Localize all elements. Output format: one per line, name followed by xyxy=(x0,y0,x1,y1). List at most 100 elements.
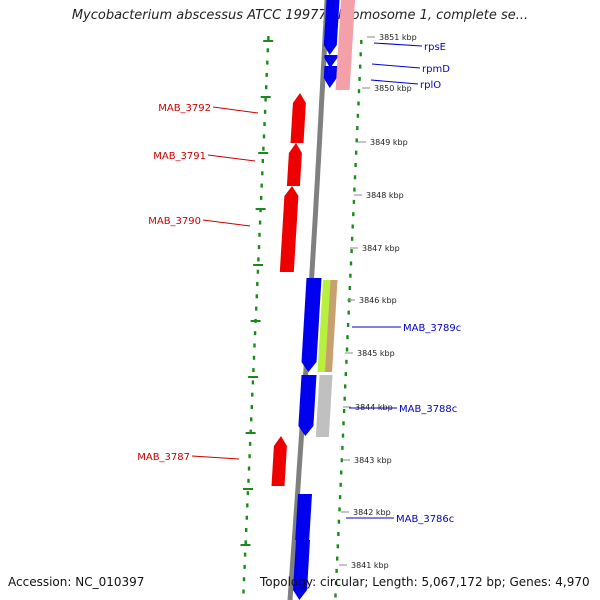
outer-major-tick xyxy=(263,40,274,42)
inner-tick-dot xyxy=(352,199,356,204)
inner-tick-dot xyxy=(349,273,352,278)
forward-gene-label: rplO xyxy=(420,80,441,91)
inner-tick-dot xyxy=(349,261,353,266)
outer-tick-dot xyxy=(249,429,252,434)
outer-tick-dot xyxy=(250,405,253,409)
outer-tick-dot xyxy=(251,392,254,397)
outer-tick-dot xyxy=(262,146,265,151)
inner-tick-dot xyxy=(344,384,347,389)
reverse-gene-label: MAB_3790 xyxy=(148,216,201,227)
outer-tick-dot xyxy=(264,97,267,102)
scale-label: 3845 kbp xyxy=(357,349,395,358)
outer-major-tick xyxy=(258,152,269,154)
outer-tick-dot xyxy=(261,171,264,176)
outer-tick-dot xyxy=(253,343,256,348)
inner-tick-dot xyxy=(346,335,349,340)
outer-tick-dot xyxy=(248,454,251,459)
scale-label: 3846 kbp xyxy=(359,296,397,305)
gene-lower xyxy=(293,540,310,600)
outer-tick-dot xyxy=(251,380,255,385)
outer-major-tick xyxy=(250,320,261,322)
inner-tick-dot xyxy=(359,64,362,69)
forward-label-line xyxy=(373,42,423,47)
reverse-label-line xyxy=(202,219,251,227)
gene-label-lines xyxy=(191,42,423,519)
outer-tick-dot xyxy=(263,109,267,114)
outer-tick-dot xyxy=(242,577,246,582)
scale-label: 3842 kbp xyxy=(353,508,391,517)
inner-tick-dot xyxy=(338,507,341,512)
outer-tick-dot xyxy=(260,183,263,188)
outer-tick-dot xyxy=(257,245,261,250)
outer-tick-dot xyxy=(255,306,258,311)
inner-tick-dot xyxy=(353,175,357,180)
inner-tick-dot xyxy=(335,568,338,573)
gray-feature xyxy=(315,375,333,437)
inner-tick-dot xyxy=(341,445,344,450)
gene-MAB_3786c xyxy=(295,494,312,540)
inner-tick-dot xyxy=(350,236,354,241)
inner-tick-dot xyxy=(342,421,345,426)
reverse-label-line xyxy=(191,455,240,460)
lime-feature xyxy=(317,280,331,372)
inner-tick-dot xyxy=(336,544,339,549)
inner-tick-dot xyxy=(353,187,356,192)
outer-tick-dot xyxy=(266,60,269,65)
inner-tick-dot xyxy=(337,532,340,536)
scale-label: 3851 kbp xyxy=(379,33,417,42)
inner-tick-dot xyxy=(356,113,360,118)
outer-tick-dot xyxy=(265,72,268,77)
outer-tick-dot xyxy=(245,515,248,520)
inner-tick-dot xyxy=(341,433,345,438)
gene-MAB_3788c xyxy=(298,375,317,436)
reverse-label-line xyxy=(212,106,259,114)
inner-tick-dot xyxy=(345,359,348,364)
outer-tick-dot xyxy=(244,540,247,545)
forward-label-line xyxy=(370,79,419,85)
inner-tick-dot xyxy=(346,322,350,327)
forward-gene-label: MAB_3789c xyxy=(403,323,461,334)
outer-tick-dot xyxy=(258,220,262,225)
scale-label: 3841 kbp xyxy=(351,561,389,570)
outer-tick-dot xyxy=(260,195,263,200)
reverse-gene-label: MAB_3787 xyxy=(137,452,190,463)
gene-MAB_3792 xyxy=(290,93,306,143)
inner-tick-dot xyxy=(348,286,351,290)
outer-tick-dot xyxy=(259,208,262,213)
outer-major-tick xyxy=(240,544,251,546)
gene-labels: rpsE rpmD rplO MAB_3789c MAB_3788c MAB_3786c M… xyxy=(137,42,461,525)
scale-label: 3849 kbp xyxy=(370,138,408,147)
outer-tick-dot xyxy=(242,589,245,594)
scale-label: 3847 kbp xyxy=(362,244,400,253)
outer-major-tick xyxy=(253,264,264,266)
inner-tick-dot xyxy=(338,495,342,500)
inner-tick-dot xyxy=(339,482,342,487)
outer-major-tick xyxy=(255,208,266,210)
outer-major-tick xyxy=(248,376,259,378)
outer-tick-dot xyxy=(243,552,247,557)
outer-tick-dot xyxy=(250,417,253,422)
inner-tick-dot xyxy=(345,347,349,352)
inner-tick-dot xyxy=(357,89,361,94)
inner-tick-dot xyxy=(340,470,343,475)
inner-tick-dot xyxy=(357,101,360,106)
outer-tick-dot xyxy=(261,159,264,163)
gene-rpsE xyxy=(323,0,340,55)
outer-tick-dot xyxy=(247,466,251,471)
outer-tick-dot xyxy=(256,269,260,274)
inner-tick-dot xyxy=(342,409,346,413)
inner-tick-dot xyxy=(355,138,358,143)
gene-features xyxy=(271,0,355,600)
inner-tick-dot xyxy=(355,150,358,155)
outer-tick-dot xyxy=(256,282,259,286)
outer-tick-dot xyxy=(246,503,249,508)
outer-tick-dot xyxy=(257,257,260,262)
tan-feature xyxy=(325,280,338,372)
inner-tick-dot xyxy=(334,593,337,598)
accession-text: Accession: NC_010397 xyxy=(8,575,145,589)
inner-tick-dot xyxy=(350,249,353,254)
outer-tick-dot xyxy=(245,528,248,532)
outer-tick-dot xyxy=(252,355,256,360)
gene-MAB_3789c xyxy=(301,278,322,372)
